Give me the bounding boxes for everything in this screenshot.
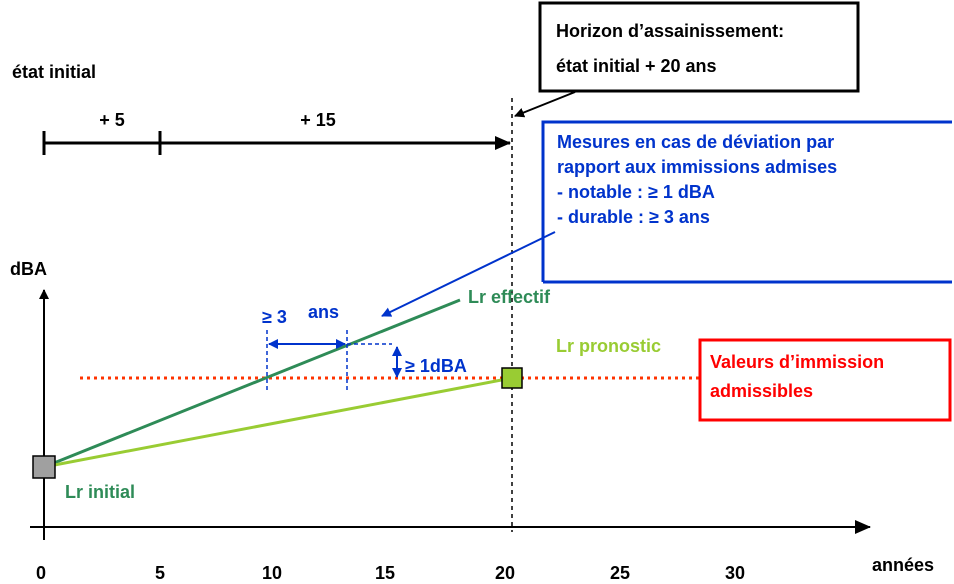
initial-marker (32, 455, 56, 479)
horizon-text: Horizon d’assainissement: (556, 21, 784, 41)
x-tick-label: 10 (262, 563, 282, 583)
segment-label: + 15 (300, 110, 336, 130)
x-tick-label: 30 (725, 563, 745, 583)
limit-text: Valeurs d’immission (710, 352, 884, 372)
measures-text: - notable : ≥ 1 dBA (557, 182, 715, 202)
years-symbol: ≥ 3 (262, 307, 287, 327)
pronostic-marker (501, 367, 523, 389)
measures-box (541, 120, 952, 282)
years-unit: ans (308, 302, 339, 322)
x-tick-label: 25 (610, 563, 630, 583)
y-axis-label: dBA (10, 259, 47, 279)
effectif-line (43, 298, 461, 469)
horizon-box (538, 1, 860, 93)
horizon-arrow (514, 91, 576, 118)
measures-text: rapport aux immissions admises (557, 157, 837, 177)
segment-label: + 5 (99, 110, 125, 130)
x-tick-label: 20 (495, 563, 515, 583)
start-label: état initial (12, 62, 96, 82)
limit-box (698, 338, 952, 422)
effectif-label: Lr effectif (468, 287, 551, 307)
pronostic-label: Lr pronostic (556, 336, 661, 356)
horizon-text: état initial + 20 ans (556, 56, 717, 76)
initial-label: Lr initial (65, 482, 135, 502)
measures-arrow (381, 231, 556, 317)
x-axis-label: années (872, 555, 934, 575)
measures-text: - durable : ≥ 3 ans (557, 207, 710, 227)
x-tick-label: 5 (155, 563, 165, 583)
x-tick-label: 15 (375, 563, 395, 583)
pronostic-line (43, 376, 513, 469)
measures-text: Mesures en cas de déviation par (557, 132, 834, 152)
dba-label: ≥ 1dBA (405, 356, 467, 376)
x-tick-label: 0 (36, 563, 46, 583)
limit-text: admissibles (710, 381, 813, 401)
x-ticks: 0 5 10 15 20 25 30 (36, 563, 745, 583)
